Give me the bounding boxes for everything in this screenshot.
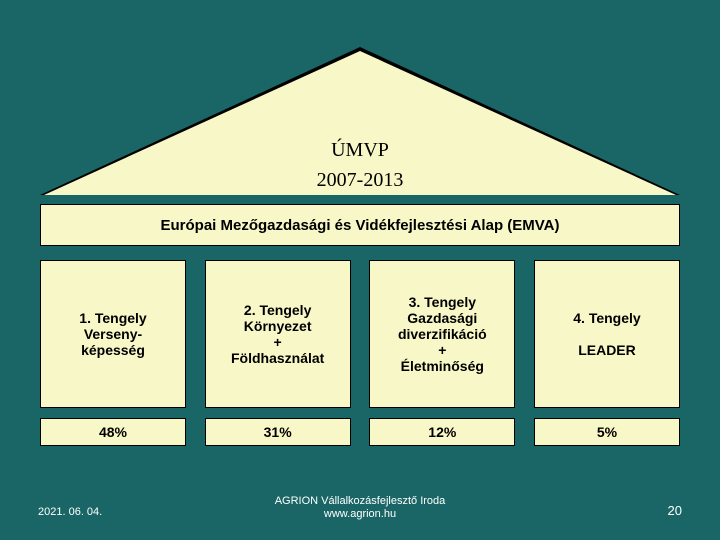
- pediment: ÚMVP 2007-2013: [40, 47, 680, 195]
- pillar-4-label: 4. TengelyLEADER: [573, 310, 640, 358]
- pillar-1: 1. TengelyVerseny-képesség: [40, 260, 186, 408]
- pillar-2-label: 2. TengelyKörnyezet+Földhasználat: [231, 302, 324, 366]
- pillar-3: 3. TengelyGazdaságidiverzifikáció+Életmi…: [369, 260, 515, 408]
- pillar-2: 2. TengelyKörnyezet+Földhasználat: [205, 260, 351, 408]
- pillar-1-label: 1. TengelyVerseny-képesség: [79, 310, 146, 358]
- band-label: Európai Mezőgazdasági és Vidékfejlesztés…: [160, 217, 559, 234]
- pillar-3-label: 3. TengelyGazdaságidiverzifikáció+Életmi…: [398, 294, 487, 374]
- pct-4: 5%: [534, 418, 680, 446]
- footer-page-number: 20: [668, 503, 682, 518]
- pct-1: 48%: [40, 418, 186, 446]
- pct-2: 31%: [205, 418, 351, 446]
- pillars-row: 1. TengelyVerseny-képesség 2. TengelyKör…: [40, 260, 680, 408]
- footer-url: www.agrion.hu: [0, 508, 720, 522]
- pct-3: 12%: [369, 418, 515, 446]
- slide: ÚMVP 2007-2013 Európai Mezőgazdasági és …: [0, 0, 720, 540]
- footer-org: AGRION Vállalkozásfejlesztő Iroda: [0, 495, 720, 509]
- header-title: ÚMVP: [40, 139, 680, 162]
- pillar-4: 4. TengelyLEADER: [534, 260, 680, 408]
- header-years: 2007-2013: [40, 169, 680, 192]
- architrave-band: Európai Mezőgazdasági és Vidékfejlesztés…: [40, 204, 680, 246]
- footer-center: AGRION Vállalkozásfejlesztő Iroda www.ag…: [0, 495, 720, 523]
- percent-row: 48% 31% 12% 5%: [40, 418, 680, 448]
